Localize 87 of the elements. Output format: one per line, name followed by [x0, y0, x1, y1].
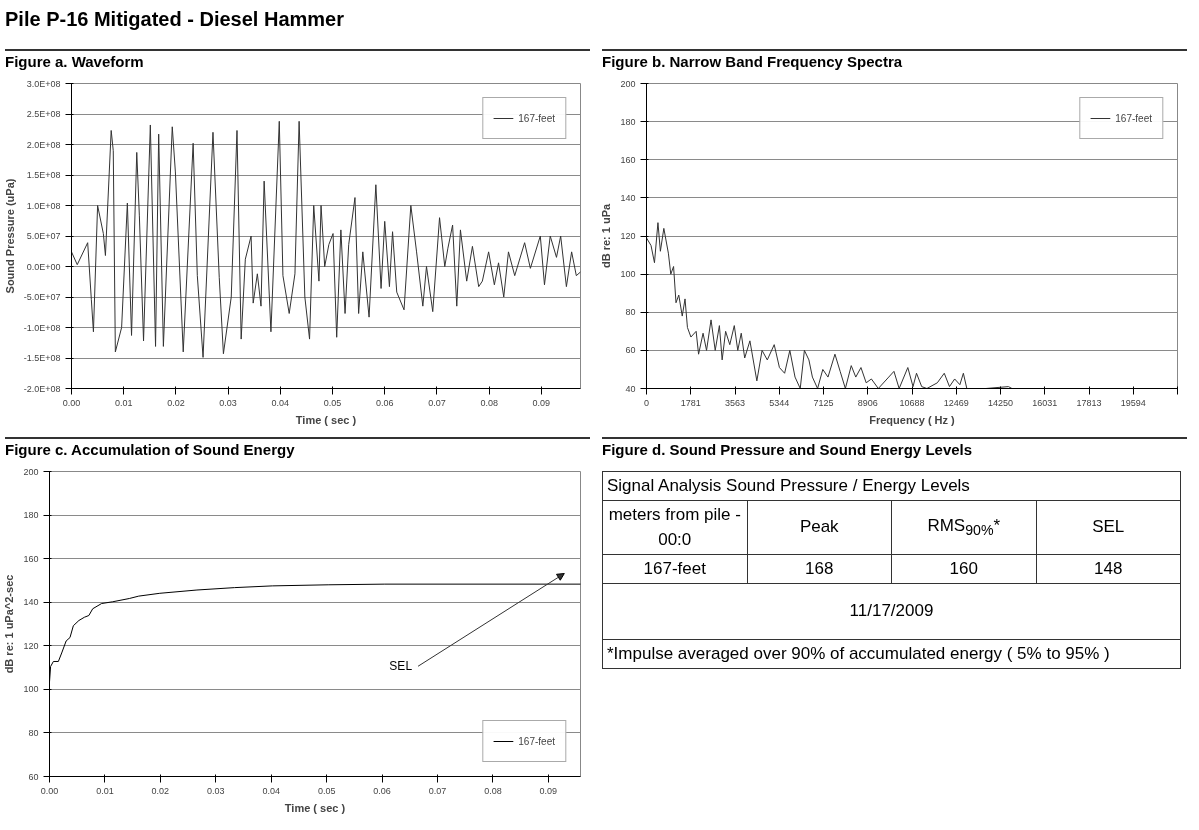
y-tick-label: 5.0E+07: [26, 231, 61, 241]
y-tick-label: 2.0E+08: [26, 139, 61, 150]
x-tick-label: 0.00: [62, 397, 81, 408]
x-axis-title: Frequency ( Hz ): [869, 413, 956, 426]
y-tick-label: 3.0E+08: [26, 78, 61, 89]
x-axis-title: Time ( sec ): [295, 413, 357, 426]
x-tick-label: 0.03: [219, 397, 237, 408]
text: Figure d. Sound Pressure and Sound Energy Levels: [602, 440, 973, 460]
y-tick-label: -1.5E+08: [23, 353, 61, 363]
x-tick-label: 7125: [813, 397, 834, 408]
text: 148: [1036, 554, 1181, 584]
chart-title: Figure b. Narrow Band Frequency Spectra: [602, 52, 903, 72]
x-tick-label: 0.06: [375, 397, 394, 408]
x-tick-label: 0.04: [262, 785, 280, 796]
y-tick-label: 120: [620, 231, 636, 241]
y-tick-label: 0.0E+00: [26, 261, 61, 272]
line-series: [71, 120, 581, 358]
x-tick-label: 0.09: [532, 397, 551, 408]
x-tick-label: 0.05: [317, 785, 336, 796]
text: RMS$_{90%}$*: [891, 500, 1036, 555]
y-tick-label: 80: [625, 307, 636, 318]
x-tick-label: 0.07: [428, 397, 446, 408]
text: 160: [891, 554, 1036, 584]
chart-title: Pile P-16 Mitigated - Diesel Hammer: [5, 7, 345, 32]
y-tick-label: 180: [23, 510, 39, 521]
text: Peak: [747, 500, 892, 555]
y-tick-label: 160: [23, 553, 39, 564]
y-tick-label: 2.5E+08: [26, 109, 61, 119]
x-tick-label: 12469: [943, 397, 969, 408]
text: meters from pile - 00:0: [602, 500, 747, 555]
x-tick-label: 14250: [987, 397, 1014, 408]
x-tick-label: 0.02: [167, 397, 185, 408]
chart-title: Figure c. Accumulation of Sound Energy: [5, 440, 295, 460]
x-tick-label: 19594: [1120, 397, 1146, 408]
text: 167-feet: [602, 554, 747, 584]
y-tick-label: 1.5E+08: [26, 170, 61, 180]
y-tick-label: -1.0E+08: [23, 322, 61, 333]
y-tick-label: 100: [620, 269, 636, 280]
text: *Impulse averaged over 90% of accumulated energy ( 5% to 95% ): [602, 639, 1181, 669]
x-tick-label: 0.08: [480, 397, 498, 408]
x-tick-label: 5344: [769, 397, 790, 408]
legend-label: 167-feet: [1115, 112, 1152, 124]
y-tick-label: 1.0E+08: [26, 200, 61, 211]
y-tick-label: 60: [625, 345, 636, 356]
y-tick-label: 100: [23, 684, 39, 695]
y-tick-label: -5.0E+07: [23, 292, 61, 302]
chart-subtitle: Figure a. Waveform: [5, 52, 144, 72]
y-axis-title: dB re: 1 uPa: [600, 203, 613, 269]
text: 11/17/2009: [602, 583, 1181, 640]
text: 168: [747, 554, 892, 584]
y-tick-label: 80: [28, 727, 39, 738]
y-tick-label: 120: [23, 640, 39, 651]
x-tick-label: 0.04: [271, 397, 290, 408]
y-tick-label: -2.0E+08: [23, 383, 61, 394]
y-tick-label: 180: [620, 116, 636, 127]
y-tick-label: 140: [23, 597, 39, 608]
x-tick-label: 0.03: [207, 785, 225, 796]
text: SEL: [1036, 500, 1181, 555]
x-tick-label: 10688: [899, 397, 925, 408]
x-axis-title: Time ( sec ): [284, 801, 346, 814]
x-tick-label: 0.07: [428, 785, 447, 796]
text: Signal Analysis Sound Pressure / Energy Levels: [602, 471, 1181, 501]
y-tick-label: 200: [23, 466, 39, 477]
x-tick-label: 0.00: [40, 785, 59, 796]
x-tick-label: 0.06: [373, 785, 391, 796]
x-tick-label: 0.02: [151, 785, 170, 796]
legend-label: 167-feet: [518, 112, 555, 124]
y-tick-label: 160: [620, 154, 636, 165]
x-tick-label: 0.09: [539, 785, 558, 796]
x-tick-label: 17813: [1076, 397, 1102, 408]
x-tick-label: 0.01: [96, 785, 114, 796]
x-tick-label: 8906: [857, 397, 878, 408]
y-tick-label: 60: [28, 771, 39, 782]
y-axis-title: Sound Pressure (uPa): [3, 178, 16, 294]
y-tick-label: 200: [620, 78, 636, 89]
x-tick-label: 1781: [680, 397, 701, 408]
annotation: SEL: [389, 659, 413, 674]
x-tick-label: 3563: [724, 397, 746, 408]
x-tick-label: 16031: [1032, 397, 1058, 408]
x-tick-label: 0.05: [323, 397, 342, 408]
x-tick-label: 0: [644, 397, 650, 408]
legend-label: 167-feet: [518, 735, 555, 747]
y-tick-label: 140: [620, 192, 636, 203]
x-tick-label: 0.08: [484, 785, 502, 796]
y-tick-label: 40: [625, 383, 636, 394]
y-axis-title: dB re: 1 uPa^2-sec: [3, 574, 16, 674]
x-tick-label: 0.01: [114, 397, 133, 408]
